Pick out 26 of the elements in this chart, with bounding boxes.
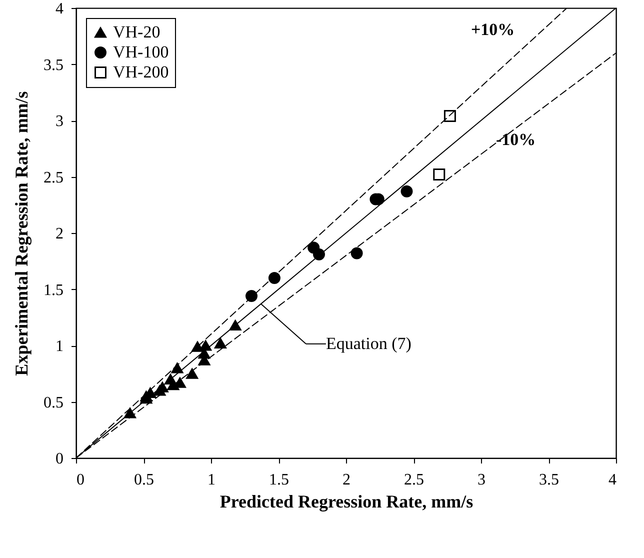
y-tick-label: 1: [56, 338, 64, 355]
y-tick-label: 0.5: [44, 394, 64, 412]
y-tick-label: 2: [56, 226, 64, 242]
y-tick-label: 0: [56, 450, 64, 468]
legend-label: VH-100: [113, 42, 169, 62]
x-tick-label: 0: [76, 472, 84, 488]
y-tick-label: 3: [56, 113, 64, 130]
x-tick-label: 3.5: [539, 472, 559, 488]
legend-label: VH-20: [113, 22, 160, 42]
y-tick-label: 1.5: [44, 282, 64, 299]
x-axis-title: Predicted Regression Rate, mm/s: [220, 492, 474, 512]
annotation: +10%: [471, 20, 515, 39]
y-tick-label: 4: [56, 0, 64, 18]
x-tick-label: 0.5: [134, 472, 154, 488]
y-axis-title: Experimental Regression Rate, mm/s: [12, 91, 32, 376]
legend-label: VH-200: [113, 62, 169, 82]
y-tick-label: 2.5: [44, 169, 64, 186]
x-tick-label: 2.5: [404, 472, 424, 488]
x-tick-label: 2: [342, 472, 350, 488]
annotation: Equation (7): [326, 334, 412, 353]
x-tick-label: 3: [478, 472, 486, 488]
annotation: -10%: [496, 130, 536, 149]
x-tick-label: 1: [208, 472, 216, 488]
x-tick-label: 4: [608, 472, 616, 488]
y-tick-label: 3.5: [44, 56, 64, 74]
x-tick-label: 1.5: [269, 472, 289, 488]
